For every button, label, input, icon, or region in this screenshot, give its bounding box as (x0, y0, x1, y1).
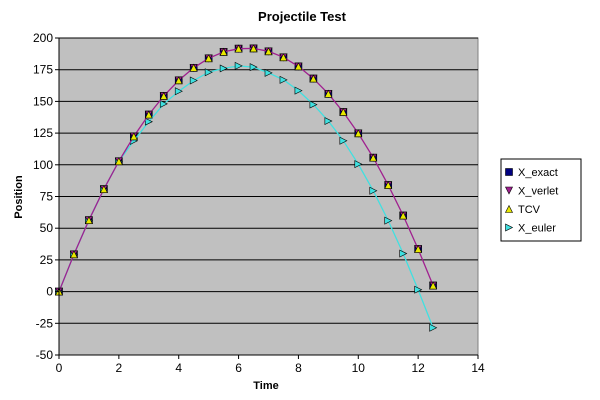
legend-label: X_verlet (518, 186, 558, 198)
data-point (234, 44, 243, 53)
legend-marker (505, 186, 513, 195)
y-axis-title: Position (13, 175, 25, 219)
data-point (294, 62, 303, 71)
y-tick-label: 150 (33, 94, 53, 108)
x-tick-label: 6 (235, 361, 242, 375)
data-point (144, 110, 153, 119)
data-point (189, 63, 198, 72)
x-axis-title: Time (253, 380, 278, 392)
data-point (429, 281, 438, 290)
data-point (399, 211, 408, 220)
data-point (429, 323, 438, 332)
x-tick-label: 2 (116, 361, 123, 375)
legend-label: X_exact (518, 167, 558, 179)
data-point (354, 129, 363, 138)
data-point (234, 61, 243, 70)
y-tick-label: 100 (33, 158, 53, 172)
data-point (369, 153, 378, 162)
chart-title: Projectile Test (258, 9, 347, 24)
x-tick-label: 10 (352, 361, 366, 375)
data-point (159, 99, 168, 108)
series-TCV (55, 44, 438, 296)
data-point (219, 47, 228, 56)
legend-box (500, 158, 582, 242)
axes (55, 37, 479, 359)
legend-label: X_euler (518, 223, 556, 235)
y-tick-label: 125 (33, 126, 53, 140)
data-point (264, 68, 273, 77)
x-tick-label: 0 (56, 361, 63, 375)
x-tick-label: 14 (471, 361, 485, 375)
data-point (414, 244, 423, 253)
legend-marker (505, 204, 513, 213)
legend: X_exact X_verlet TCV X_euler (500, 158, 582, 242)
y-tick-label: 175 (33, 63, 53, 77)
y-tick-label: 75 (40, 190, 54, 204)
x-tick-label: 8 (295, 361, 302, 375)
x-tick-label: 4 (175, 361, 182, 375)
data-point (249, 44, 258, 53)
data-point (324, 117, 333, 126)
y-tick-label: -25 (36, 316, 54, 330)
data-point (174, 76, 183, 85)
data-point (324, 89, 333, 98)
data-point (414, 285, 423, 294)
data-point (279, 75, 288, 84)
x-tick-label: 12 (411, 361, 425, 375)
y-tick-label: 0 (46, 285, 53, 299)
y-tick-label: 200 (33, 31, 53, 45)
data-point (294, 86, 303, 95)
series-line-X_verlet (58, 47, 434, 292)
tick-labels: -50 -25 0 25 50 75 100 125 150 175 200 0 2 4 6 8 10 12 14 (33, 31, 485, 375)
data-point (384, 180, 393, 189)
data-point (99, 184, 108, 193)
data-point (69, 250, 78, 259)
legend-marker (505, 168, 513, 176)
data-point (384, 216, 393, 225)
data-point (309, 100, 318, 109)
legend-marker (505, 223, 514, 232)
data-point (264, 47, 273, 56)
data-point (249, 63, 258, 72)
series-layer (55, 44, 438, 332)
data-point (339, 136, 348, 145)
data-point (279, 53, 288, 62)
data-point (204, 68, 213, 77)
data-point (309, 74, 318, 83)
data-point (114, 157, 123, 166)
data-point (369, 186, 378, 195)
data-point (339, 107, 348, 116)
data-point (219, 64, 228, 73)
data-point (204, 54, 213, 63)
data-point (159, 91, 168, 100)
data-point (189, 76, 198, 85)
y-tick-label: 25 (40, 253, 54, 267)
data-point (174, 87, 183, 96)
y-tick-label: -50 (36, 348, 54, 362)
y-tick-label: 50 (40, 221, 54, 235)
legend-label: TCV (518, 204, 541, 216)
data-point (144, 117, 153, 126)
data-point (354, 160, 363, 169)
data-point (399, 249, 408, 258)
data-point (129, 132, 138, 141)
data-point (84, 216, 93, 225)
